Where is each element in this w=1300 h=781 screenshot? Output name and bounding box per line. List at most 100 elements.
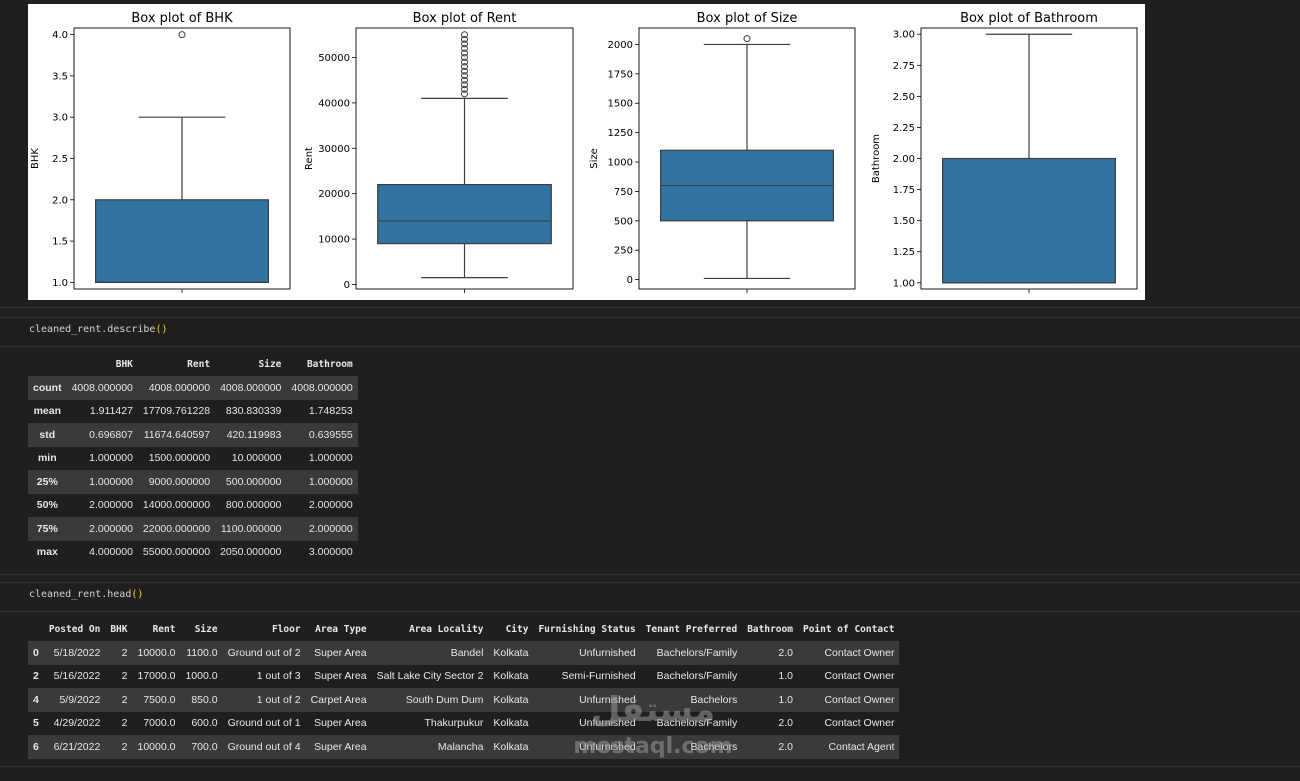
cell-divider	[0, 317, 1300, 318]
outlier-point	[461, 49, 468, 57]
tick-label: 2.75	[893, 61, 915, 72]
row-index: std	[39, 428, 56, 441]
tick-label: 20000	[318, 189, 350, 200]
table-cell: 6/21/2022	[53, 740, 101, 753]
axes-frame	[73, 27, 291, 290]
row-index: mean	[33, 405, 61, 418]
table-cell: 4008.000000	[291, 381, 353, 394]
tick-label: 40000	[318, 98, 350, 109]
boxplot-figure: Box plot of BHK BHK 1.0 1.5 2.0 2.5 3.0 3.5 4.0 B…	[28, 4, 1145, 300]
tick-label: 2000	[608, 40, 633, 51]
tick-label: 0	[344, 280, 350, 291]
table-cell: 4.000000	[89, 546, 133, 559]
table-cell: Bachelors	[690, 740, 738, 753]
table-cell: Bachelors/Family	[656, 670, 738, 683]
table-cell: 1500.000000	[148, 452, 211, 465]
table-cell: 600.0	[191, 717, 218, 730]
boxplot-svg: Box plot of BHKBHK1.01.52.02.53.03.54.0B…	[30, 11, 1138, 293]
row-index: 50%	[36, 499, 58, 512]
outlier-point	[461, 40, 468, 48]
tick-label: 50000	[318, 53, 350, 64]
table-cell: Contact Owner	[824, 670, 895, 683]
table-cell: 11674.640597	[143, 428, 211, 441]
table-cell: 1100.0	[186, 646, 218, 659]
tick-label: 500	[614, 216, 633, 227]
table-cell: Contact Owner	[824, 646, 895, 659]
table-cell: 2.0	[778, 646, 793, 659]
table-cell: 800.000000	[225, 499, 282, 512]
row-index: 6	[33, 740, 39, 753]
table-row: std 0.696807 11674.640597 420.119983 0.63955…	[28, 423, 358, 447]
table-cell: 1.000000	[89, 475, 133, 488]
row-index: 4	[33, 693, 39, 706]
table-cell: 10000.0	[137, 646, 176, 659]
code-head[interactable]: cleaned_rent.head()	[29, 589, 144, 600]
code-cell-describe[interactable]: cleaned_rent.describe()	[0, 318, 1300, 346]
chart-title: Box plot of BHK	[131, 11, 233, 26]
boxplot-panel: Box plot of Size Size 0 250 500 750 1000 1250 15…	[589, 11, 856, 293]
table-cell: Contact Agent	[828, 740, 895, 753]
column-header: City	[505, 623, 529, 635]
table-cell: Super Area	[314, 670, 367, 683]
outlier-point	[178, 31, 186, 39]
tick-label: 2.0	[52, 195, 68, 206]
head-table: Posted On BHK Rent Size Floor Area Type Area L…	[28, 617, 900, 759]
tick-label: 2.5	[52, 154, 68, 165]
table-cell: 1.000000	[308, 475, 353, 488]
table-cell: Super Area	[314, 740, 367, 753]
table-cell: 1.0	[778, 693, 793, 706]
tick-label: 3.5	[52, 71, 68, 82]
tick-label: 750	[614, 187, 633, 198]
table-cell: 17000.0	[137, 670, 176, 683]
column-header: Floor	[271, 623, 301, 635]
table-cell: Contact Owner	[824, 717, 895, 730]
column-header: Bathroom	[306, 358, 353, 370]
table-cell: 1.0	[778, 670, 793, 683]
table-cell: Ground out of 4	[227, 740, 301, 753]
cell-divider	[0, 766, 1300, 767]
table-cell: Ground out of 2	[227, 646, 301, 659]
column-header: BHK	[110, 623, 128, 635]
outlier-point	[461, 85, 468, 93]
table-cell: 4008.000000	[148, 381, 211, 394]
tick-label: 0	[627, 275, 633, 286]
chart-title: Box plot of Rent	[413, 11, 517, 26]
tick-label: 1500	[608, 99, 633, 110]
table-cell: 4/29/2022	[53, 717, 101, 730]
column-header: Bathroom	[747, 623, 793, 635]
box-iqr	[377, 184, 552, 245]
code-describe[interactable]: cleaned_rent.describe()	[29, 324, 168, 335]
chart-title: Box plot of Bathroom	[960, 11, 1098, 26]
table-cell: 3.000000	[308, 546, 353, 559]
table-cell: 4008.000000	[71, 381, 133, 394]
table-row: max 4.000000 55000.000000 2050.000000 3.0000…	[28, 540, 358, 564]
tick-label: 1750	[608, 69, 633, 80]
tick-label: 3.0	[52, 113, 68, 124]
table-cell: Carpet Area	[310, 693, 367, 706]
table-cell: Kolkata	[493, 717, 529, 730]
table-cell: Unfurnished	[579, 717, 636, 730]
outlier-point	[461, 76, 468, 84]
table-cell: 1.748253	[308, 405, 353, 418]
table-cell: 2	[121, 646, 128, 659]
tick-label: 1.75	[893, 185, 915, 196]
cell-divider	[0, 346, 1300, 347]
table-cell: 2	[121, 740, 128, 753]
table-cell: Malancha	[437, 740, 484, 753]
axes-frame	[355, 27, 574, 290]
tick-label: 1250	[608, 128, 633, 139]
table-cell: 500.000000	[225, 475, 282, 488]
cell-divider	[0, 307, 1300, 308]
axis-label-y: Size	[589, 148, 600, 169]
table-cell: 2.000000	[89, 499, 133, 512]
column-header: Furnishing Status	[538, 623, 636, 635]
column-header	[28, 352, 67, 376]
code-cell-head[interactable]: cleaned_rent.head()	[0, 583, 1300, 611]
table-cell: Super Area	[314, 717, 367, 730]
table-row: 50% 2.000000 14000.000000 800.000000 2.00000…	[28, 493, 358, 517]
table-cell: Semi-Furnished	[561, 670, 636, 683]
table-cell: 55000.000000	[142, 546, 211, 559]
table-cell: 1 out of 2	[256, 693, 301, 706]
table-cell: Super Area	[314, 646, 367, 659]
table-cell: 420.119983	[226, 428, 282, 441]
